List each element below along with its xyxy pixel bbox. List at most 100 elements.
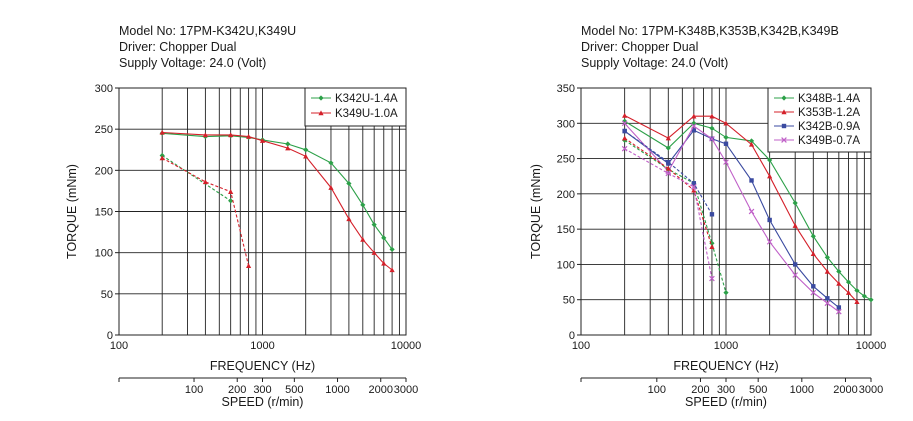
data-point [691, 181, 697, 186]
series-line-dashed [161, 157, 250, 266]
series-line [162, 131, 393, 271]
data-point [691, 123, 697, 129]
data-point [371, 222, 377, 228]
y-tick-label: 300 [95, 83, 113, 95]
data-point [767, 173, 773, 179]
speed-tick-label: 200 [228, 384, 246, 396]
series-4 [621, 120, 842, 315]
data-point [836, 268, 842, 275]
data-point [810, 251, 816, 257]
data-point [845, 290, 852, 295]
data-point [836, 308, 842, 315]
data-point [709, 113, 715, 119]
data-point [665, 135, 671, 141]
series-line-dashed [624, 137, 713, 247]
series-6 [622, 135, 715, 249]
y-tick-label: 0 [107, 330, 113, 342]
legend-item: K349B-0.7A [774, 135, 860, 147]
y-tick-label: 250 [95, 124, 113, 136]
data-point [836, 280, 842, 286]
plot-grid [119, 88, 406, 335]
chart-header-line-1: Model No: 17PM-K348B,K353B,K342B,K349B [581, 24, 839, 38]
chart-2: Model No: 17PM-K348B,K353B,K342B,K349B Dr… [529, 24, 886, 409]
legend-box [304, 87, 407, 127]
legend-item: K349U-1.0A [311, 108, 398, 120]
data-point [709, 240, 715, 246]
legend-swatch-marker [781, 109, 787, 115]
data-point [202, 179, 208, 185]
data-point [709, 125, 715, 131]
data-point [245, 133, 252, 139]
x-axis-label: FREQUENCY (Hz) [210, 359, 315, 373]
data-point [622, 128, 627, 134]
data-point [824, 300, 831, 307]
y-tick-label: 50 [101, 289, 113, 301]
y-tick-label: 200 [95, 165, 113, 177]
plot-frame [580, 87, 872, 336]
y-tick-label: 0 [569, 330, 575, 342]
data-point [621, 145, 628, 152]
y-tick-label: 100 [95, 248, 113, 260]
speed-axis: 100 200 300 500 1000 2000 3000 SPEED (r/min) [118, 377, 418, 409]
speed-tick-label: 2000 [368, 384, 392, 396]
chart-header-line-2: Driver: Chopper Dual [119, 40, 236, 54]
data-point [748, 208, 755, 215]
y-tick-label: 350 [557, 83, 575, 95]
data-point [810, 289, 817, 296]
data-point [346, 216, 352, 222]
legend-item: K342U-1.4A [311, 93, 398, 105]
series-line-dashed [624, 148, 713, 279]
speed-axis-label: SPEED (r/min) [222, 395, 304, 409]
data-point [723, 141, 729, 146]
data-point [665, 170, 672, 177]
data-point [691, 113, 697, 119]
data-point [381, 260, 387, 266]
data-point [228, 189, 234, 194]
data-point [824, 254, 830, 260]
data-point [259, 138, 266, 143]
data-point [622, 135, 628, 141]
data-point [810, 233, 816, 239]
series-2 [622, 112, 860, 305]
legend: K342U-1.4A K349U-1.0A [304, 87, 407, 127]
speed-tick-label: 200 [691, 384, 709, 396]
data-point [691, 183, 697, 190]
data-point [285, 145, 291, 151]
data-point [381, 235, 387, 241]
x-tick-label: 100 [110, 340, 128, 352]
series-3 [159, 152, 234, 204]
data-point [811, 284, 816, 289]
y-tick-label: 200 [557, 189, 575, 201]
data-point [709, 275, 715, 282]
speed-tick-label: 300 [717, 384, 735, 396]
speed-tick-label: 2000 [833, 384, 857, 396]
y-tick-label: 150 [557, 224, 575, 236]
chart-header-line-1: Model No: 17PM-K342U,K349U [119, 24, 296, 38]
data-point [691, 128, 697, 133]
chart-1: Model No: 17PM-K342U,K349U Driver: Choppe… [65, 24, 421, 409]
series-2 [159, 129, 395, 273]
data-point [766, 239, 773, 245]
series-line [624, 129, 840, 308]
speed-axis-label: SPEED (r/min) [685, 395, 767, 409]
data-point [328, 160, 334, 166]
legend-swatch-marker [781, 95, 787, 101]
legend-label: K349U-1.0A [335, 108, 398, 120]
data-point [709, 212, 715, 217]
legend: K348B-1.4A K353B-1.2A K342B-0.9A K349B-0.7A [767, 87, 872, 153]
chart-header-line-2: Driver: Chopper Dual [581, 40, 698, 54]
speed-tick-label: 3000 [859, 384, 883, 396]
data-point [346, 180, 352, 187]
data-point [360, 202, 366, 208]
data-point [245, 263, 252, 269]
y-axis-label: TORQUE (mNm) [529, 164, 543, 259]
legend-label: K348B-1.4A [798, 93, 860, 105]
data-point [825, 296, 830, 301]
series-4 [159, 155, 252, 269]
data-point [792, 262, 798, 267]
legend-swatch-marker [781, 137, 787, 143]
data-point [709, 244, 715, 249]
data-point [767, 217, 772, 223]
data-point [285, 141, 291, 147]
data-point [861, 293, 867, 299]
